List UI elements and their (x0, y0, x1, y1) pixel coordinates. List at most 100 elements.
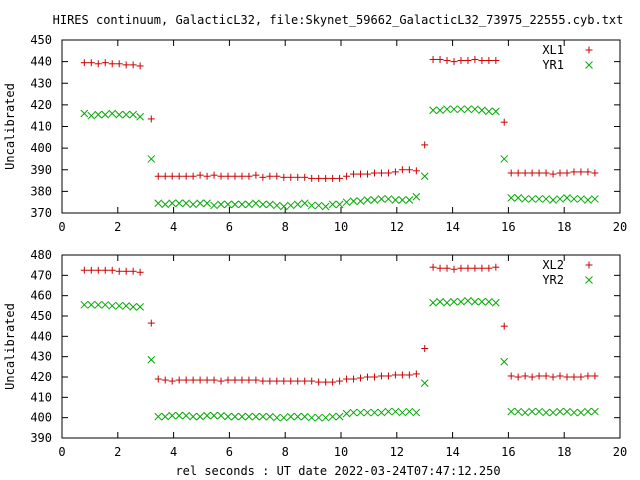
data-point (443, 57, 451, 65)
data-point (175, 172, 183, 180)
data-point (584, 407, 592, 416)
data-point (322, 174, 330, 182)
data-point (528, 195, 536, 203)
data-point (500, 357, 509, 366)
data-point (391, 196, 400, 204)
legend-marker (585, 61, 593, 69)
data-point (563, 194, 571, 202)
data-point (80, 300, 89, 309)
data-point (182, 199, 191, 208)
data-point (514, 169, 522, 177)
data-point (122, 110, 131, 119)
data-point (450, 105, 458, 114)
data-point (556, 372, 564, 380)
x-tick-label: 0 (58, 220, 65, 234)
data-point (507, 372, 515, 380)
x-tick-label: 2 (114, 445, 121, 459)
data-point (363, 196, 372, 204)
data-point (549, 196, 557, 204)
data-point (101, 300, 110, 309)
data-point (252, 376, 260, 384)
data-point (471, 264, 479, 272)
y-axis-label: Uncalibrated (3, 303, 17, 390)
data-point (405, 166, 413, 174)
x-tick-label: 14 (445, 445, 459, 459)
data-point (535, 169, 543, 177)
data-point (491, 298, 500, 307)
data-point (94, 60, 102, 68)
data-point (175, 411, 184, 420)
data-point (245, 172, 253, 180)
data-point (485, 107, 493, 116)
data-point (161, 376, 169, 384)
data-point (266, 200, 274, 209)
y-axis-label: Uncalibrated (3, 83, 17, 170)
data-point (168, 377, 176, 385)
legend-marker (585, 276, 593, 284)
data-point (577, 373, 585, 381)
data-point (577, 168, 585, 176)
y-tick-label: 420 (30, 370, 52, 384)
data-point (443, 298, 451, 307)
data-point (577, 195, 585, 203)
data-point (272, 201, 281, 210)
data-point (182, 411, 191, 420)
data-point (87, 111, 96, 120)
data-point (500, 155, 509, 163)
y-tick-label: 480 (30, 248, 52, 262)
data-point (542, 372, 550, 380)
data-point (122, 267, 130, 275)
data-point (252, 199, 260, 208)
data-point (329, 378, 337, 386)
x-tick-label: 0 (58, 445, 65, 459)
data-point (238, 376, 246, 384)
bottom-panel: 0 2 4 6 8 10 12 14 16 18 20 390 400 410 420 430 440 450 46… (3, 248, 627, 459)
data-point (115, 301, 124, 310)
data-point (464, 264, 472, 272)
data-point (217, 172, 225, 180)
data-point (556, 407, 564, 416)
data-point (94, 110, 103, 119)
data-point (136, 62, 144, 70)
data-point (370, 408, 379, 417)
y-tick-label: 430 (30, 76, 52, 90)
data-point (329, 174, 337, 182)
data-point (161, 412, 170, 421)
data-point (322, 378, 330, 386)
data-point (450, 58, 458, 66)
data-point (122, 61, 130, 69)
data-point (101, 266, 109, 274)
data-point (301, 173, 309, 181)
data-point (129, 267, 137, 275)
data-point (266, 412, 274, 421)
y-tick-label: 470 (30, 268, 52, 282)
data-point (377, 195, 386, 203)
data-point (182, 172, 190, 180)
data-point (343, 375, 351, 383)
data-point (570, 168, 578, 176)
data-point (266, 377, 274, 385)
data-point (259, 412, 267, 421)
x-tick-label: 6 (226, 445, 233, 459)
data-point (412, 408, 421, 417)
data-point (168, 411, 177, 420)
data-point (286, 201, 295, 210)
y-tick-label: 390 (30, 163, 52, 177)
data-point (471, 105, 479, 114)
data-point (328, 412, 337, 421)
data-point (136, 268, 144, 276)
data-point (485, 264, 493, 272)
data-point (464, 57, 472, 65)
data-point (429, 106, 437, 115)
data-point (457, 57, 465, 65)
x-tick-label: 6 (226, 220, 233, 234)
data-point (203, 376, 211, 384)
data-point (101, 59, 109, 67)
data-point (563, 373, 571, 381)
data-point (507, 407, 516, 416)
data-point (464, 296, 472, 305)
data-point (321, 202, 330, 211)
data-point (87, 266, 95, 274)
data-point (370, 169, 378, 177)
